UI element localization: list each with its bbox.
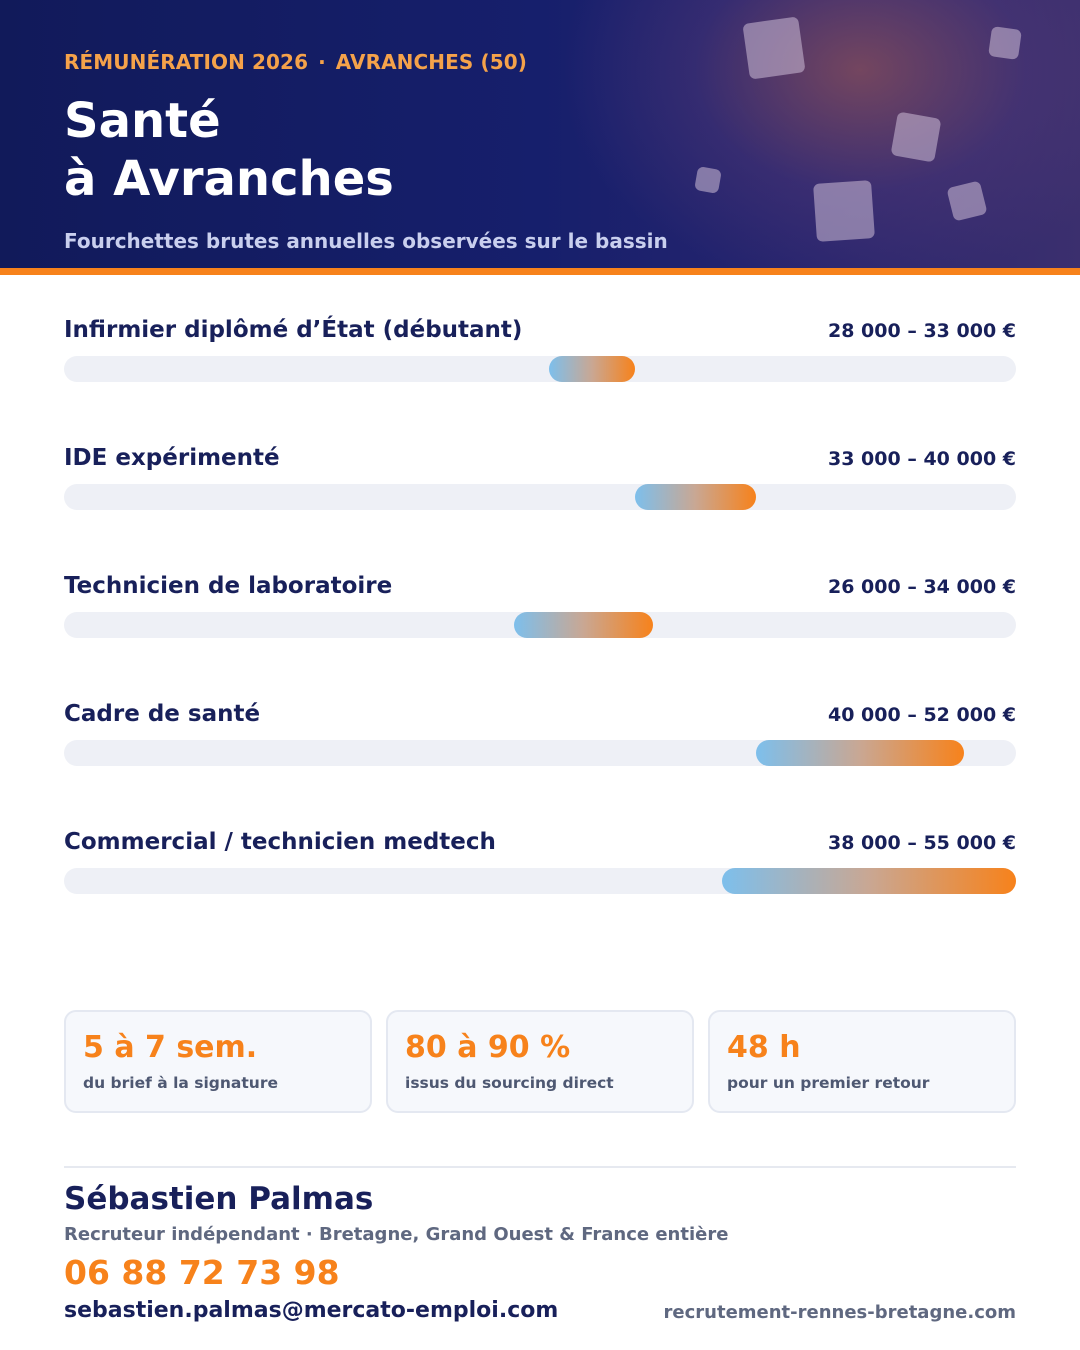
page-subtitle: Fourchettes brutes annuelles observées s… bbox=[64, 229, 668, 253]
range-track bbox=[64, 740, 1016, 766]
salary-range: 38 000 – 55 000 € bbox=[828, 832, 1016, 854]
salary-row: IDE expérimenté 33 000 – 40 000 € bbox=[64, 445, 1016, 515]
range-track bbox=[64, 612, 1016, 638]
website-link[interactable]: recrutement-rennes-bretagne.com bbox=[663, 1302, 1016, 1323]
decorative-square bbox=[742, 16, 806, 80]
range-track bbox=[64, 484, 1016, 510]
salary-range: 33 000 – 40 000 € bbox=[828, 448, 1016, 470]
stat-value: 80 à 90 % bbox=[405, 1030, 571, 1065]
salary-range: 40 000 – 52 000 € bbox=[828, 704, 1016, 726]
eyebrow-location: AVRANCHES (50) bbox=[335, 50, 527, 74]
range-bar bbox=[548, 356, 636, 382]
job-title: Infirmier diplômé d’État (débutant) bbox=[64, 317, 523, 343]
range-track bbox=[64, 356, 1016, 382]
recruiter-name: Sébastien Palmas bbox=[64, 1181, 374, 1217]
range-bar bbox=[514, 612, 653, 638]
salary-row: Commercial / technicien medtech 38 000 –… bbox=[64, 829, 1016, 899]
stat-value: 48 h bbox=[727, 1030, 801, 1065]
header-accent-stripe bbox=[0, 268, 1080, 275]
salary-row: Technicien de laboratoire 26 000 – 34 00… bbox=[64, 573, 1016, 643]
decorative-square bbox=[946, 180, 988, 222]
range-bar bbox=[635, 484, 757, 510]
footer-divider bbox=[64, 1166, 1016, 1168]
title-line-1: Santé bbox=[64, 93, 221, 149]
range-bar bbox=[756, 740, 965, 766]
decorative-square bbox=[988, 26, 1022, 60]
stat-caption: du brief à la signature bbox=[83, 1074, 278, 1092]
salary-row: Infirmier diplômé d’État (débutant) 28 0… bbox=[64, 317, 1016, 387]
salary-range: 26 000 – 34 000 € bbox=[828, 576, 1016, 598]
eyebrow-separator: · bbox=[318, 50, 326, 74]
stat-value: 5 à 7 sem. bbox=[83, 1030, 258, 1065]
header-banner: RÉMUNÉRATION 2026 · AVRANCHES (50) Santé à… bbox=[0, 0, 1080, 268]
recruiter-role: Recruteur indépendant · Bretagne, Grand … bbox=[64, 1224, 729, 1245]
decorative-square bbox=[813, 180, 875, 242]
eyebrow-topic: RÉMUNÉRATION 2026 bbox=[64, 50, 309, 74]
decorative-square bbox=[890, 111, 942, 163]
decorative-square bbox=[694, 166, 722, 194]
range-bar bbox=[721, 868, 1016, 894]
job-title: IDE expérimenté bbox=[64, 445, 280, 471]
phone-number[interactable]: 06 88 72 73 98 bbox=[64, 1253, 340, 1292]
stat-card-delay: 5 à 7 sem. du brief à la signature bbox=[64, 1010, 372, 1113]
range-track bbox=[64, 868, 1016, 894]
stat-caption: pour un premier retour bbox=[727, 1074, 930, 1092]
stat-card-response: 48 h pour un premier retour bbox=[708, 1010, 1016, 1113]
job-title: Commercial / technicien medtech bbox=[64, 829, 496, 855]
stat-caption: issus du sourcing direct bbox=[405, 1074, 614, 1092]
page-title: Santé à Avranches bbox=[64, 92, 394, 208]
title-line-2: à Avranches bbox=[64, 151, 394, 207]
eyebrow: RÉMUNÉRATION 2026 · AVRANCHES (50) bbox=[64, 50, 527, 74]
stat-card-sourcing: 80 à 90 % issus du sourcing direct bbox=[386, 1010, 694, 1113]
salary-range: 28 000 – 33 000 € bbox=[828, 320, 1016, 342]
job-title: Cadre de santé bbox=[64, 701, 261, 727]
job-title: Technicien de laboratoire bbox=[64, 573, 393, 599]
salary-row: Cadre de santé 40 000 – 52 000 € bbox=[64, 701, 1016, 771]
email-link[interactable]: sebastien.palmas@mercato-emploi.com bbox=[64, 1298, 559, 1323]
